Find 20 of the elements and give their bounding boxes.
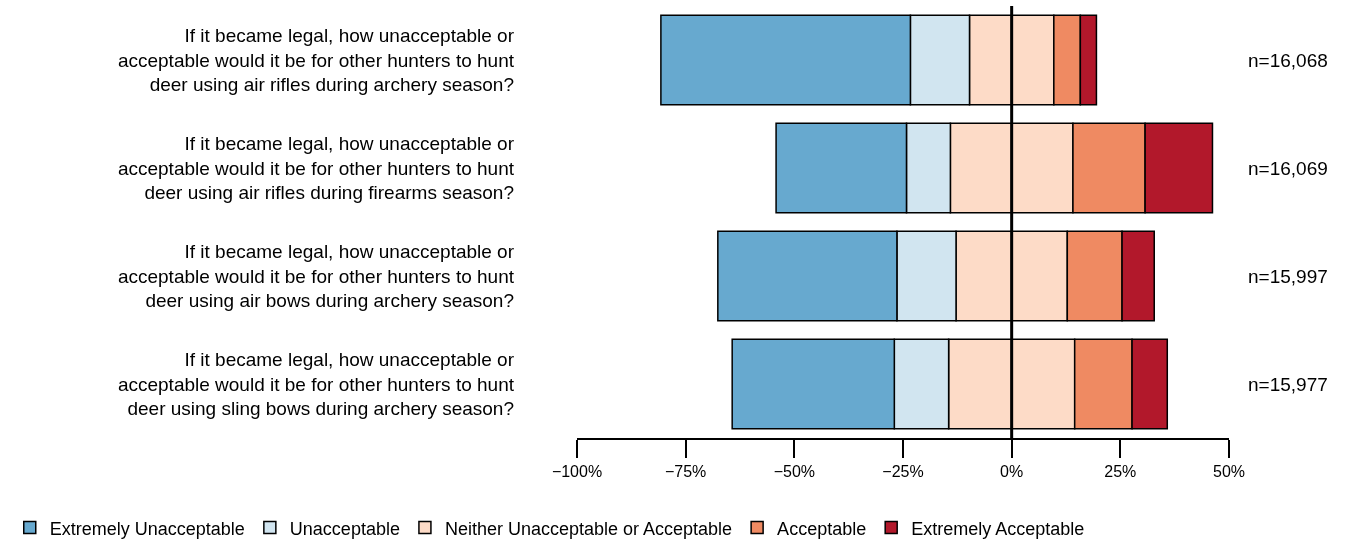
x-tick-label: −50% — [773, 462, 816, 480]
text: n=15,977 — [1248, 374, 1328, 395]
legend-label: Acceptable — [777, 518, 867, 539]
x-tick-label: 25% — [1104, 462, 1137, 480]
y-tick-label: If it became legal, how unacceptable or acceptable would it be for other hunters to hunt deer using air rifles during archery season? — [117, 24, 515, 96]
text: n=15,997 — [1248, 266, 1328, 287]
text: n=16,069 — [1248, 158, 1328, 179]
y-tick-label: If it became legal, how unacceptable or acceptable would it be for other hunters to hunt deer using air bows during archery season? — [117, 240, 515, 312]
legend-label: Unacceptable — [289, 518, 400, 539]
text: n=16,068 — [1248, 50, 1328, 71]
x-tick-label: 0% — [1000, 462, 1024, 480]
x-tick-label: −100% — [551, 462, 603, 480]
x-tick-label: 50% — [1212, 462, 1246, 480]
x-tick-label: −75% — [664, 462, 707, 480]
legend-label: Extremely Unacceptable — [49, 518, 245, 539]
x-tick-label: −25% — [882, 462, 924, 480]
y-tick-label: If it became legal, how unacceptable or acceptable would it be for other hunters to hunt deer using sling bows during archery season? — [117, 348, 515, 420]
y-tick-label: If it became legal, how unacceptable or acceptable would it be for other hunters to hunt deer using air rifles during firearms season? — [117, 132, 515, 204]
legend-label: Extremely Acceptable — [911, 518, 1085, 539]
legend-label: Neither Unacceptable or Acceptable — [444, 518, 733, 539]
